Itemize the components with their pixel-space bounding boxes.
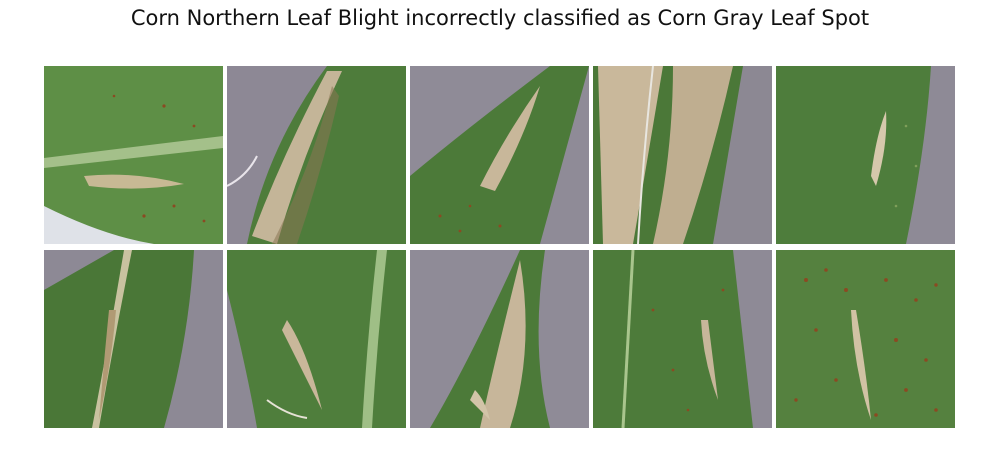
leaf-image-7 xyxy=(227,250,406,428)
image-grid xyxy=(44,66,958,428)
leaf-image-5 xyxy=(776,66,955,244)
leaf-image-9 xyxy=(593,250,772,428)
leaf-image-4 xyxy=(593,66,772,244)
leaf-image-10 xyxy=(776,250,955,428)
leaf-image-6 xyxy=(44,250,223,428)
leaf-image-2 xyxy=(227,66,406,244)
figure-title: Corn Northern Leaf Blight incorrectly cl… xyxy=(130,6,870,30)
leaf-image-8 xyxy=(410,250,589,428)
leaf-image-3 xyxy=(410,66,589,244)
leaf-image-1 xyxy=(44,66,223,244)
